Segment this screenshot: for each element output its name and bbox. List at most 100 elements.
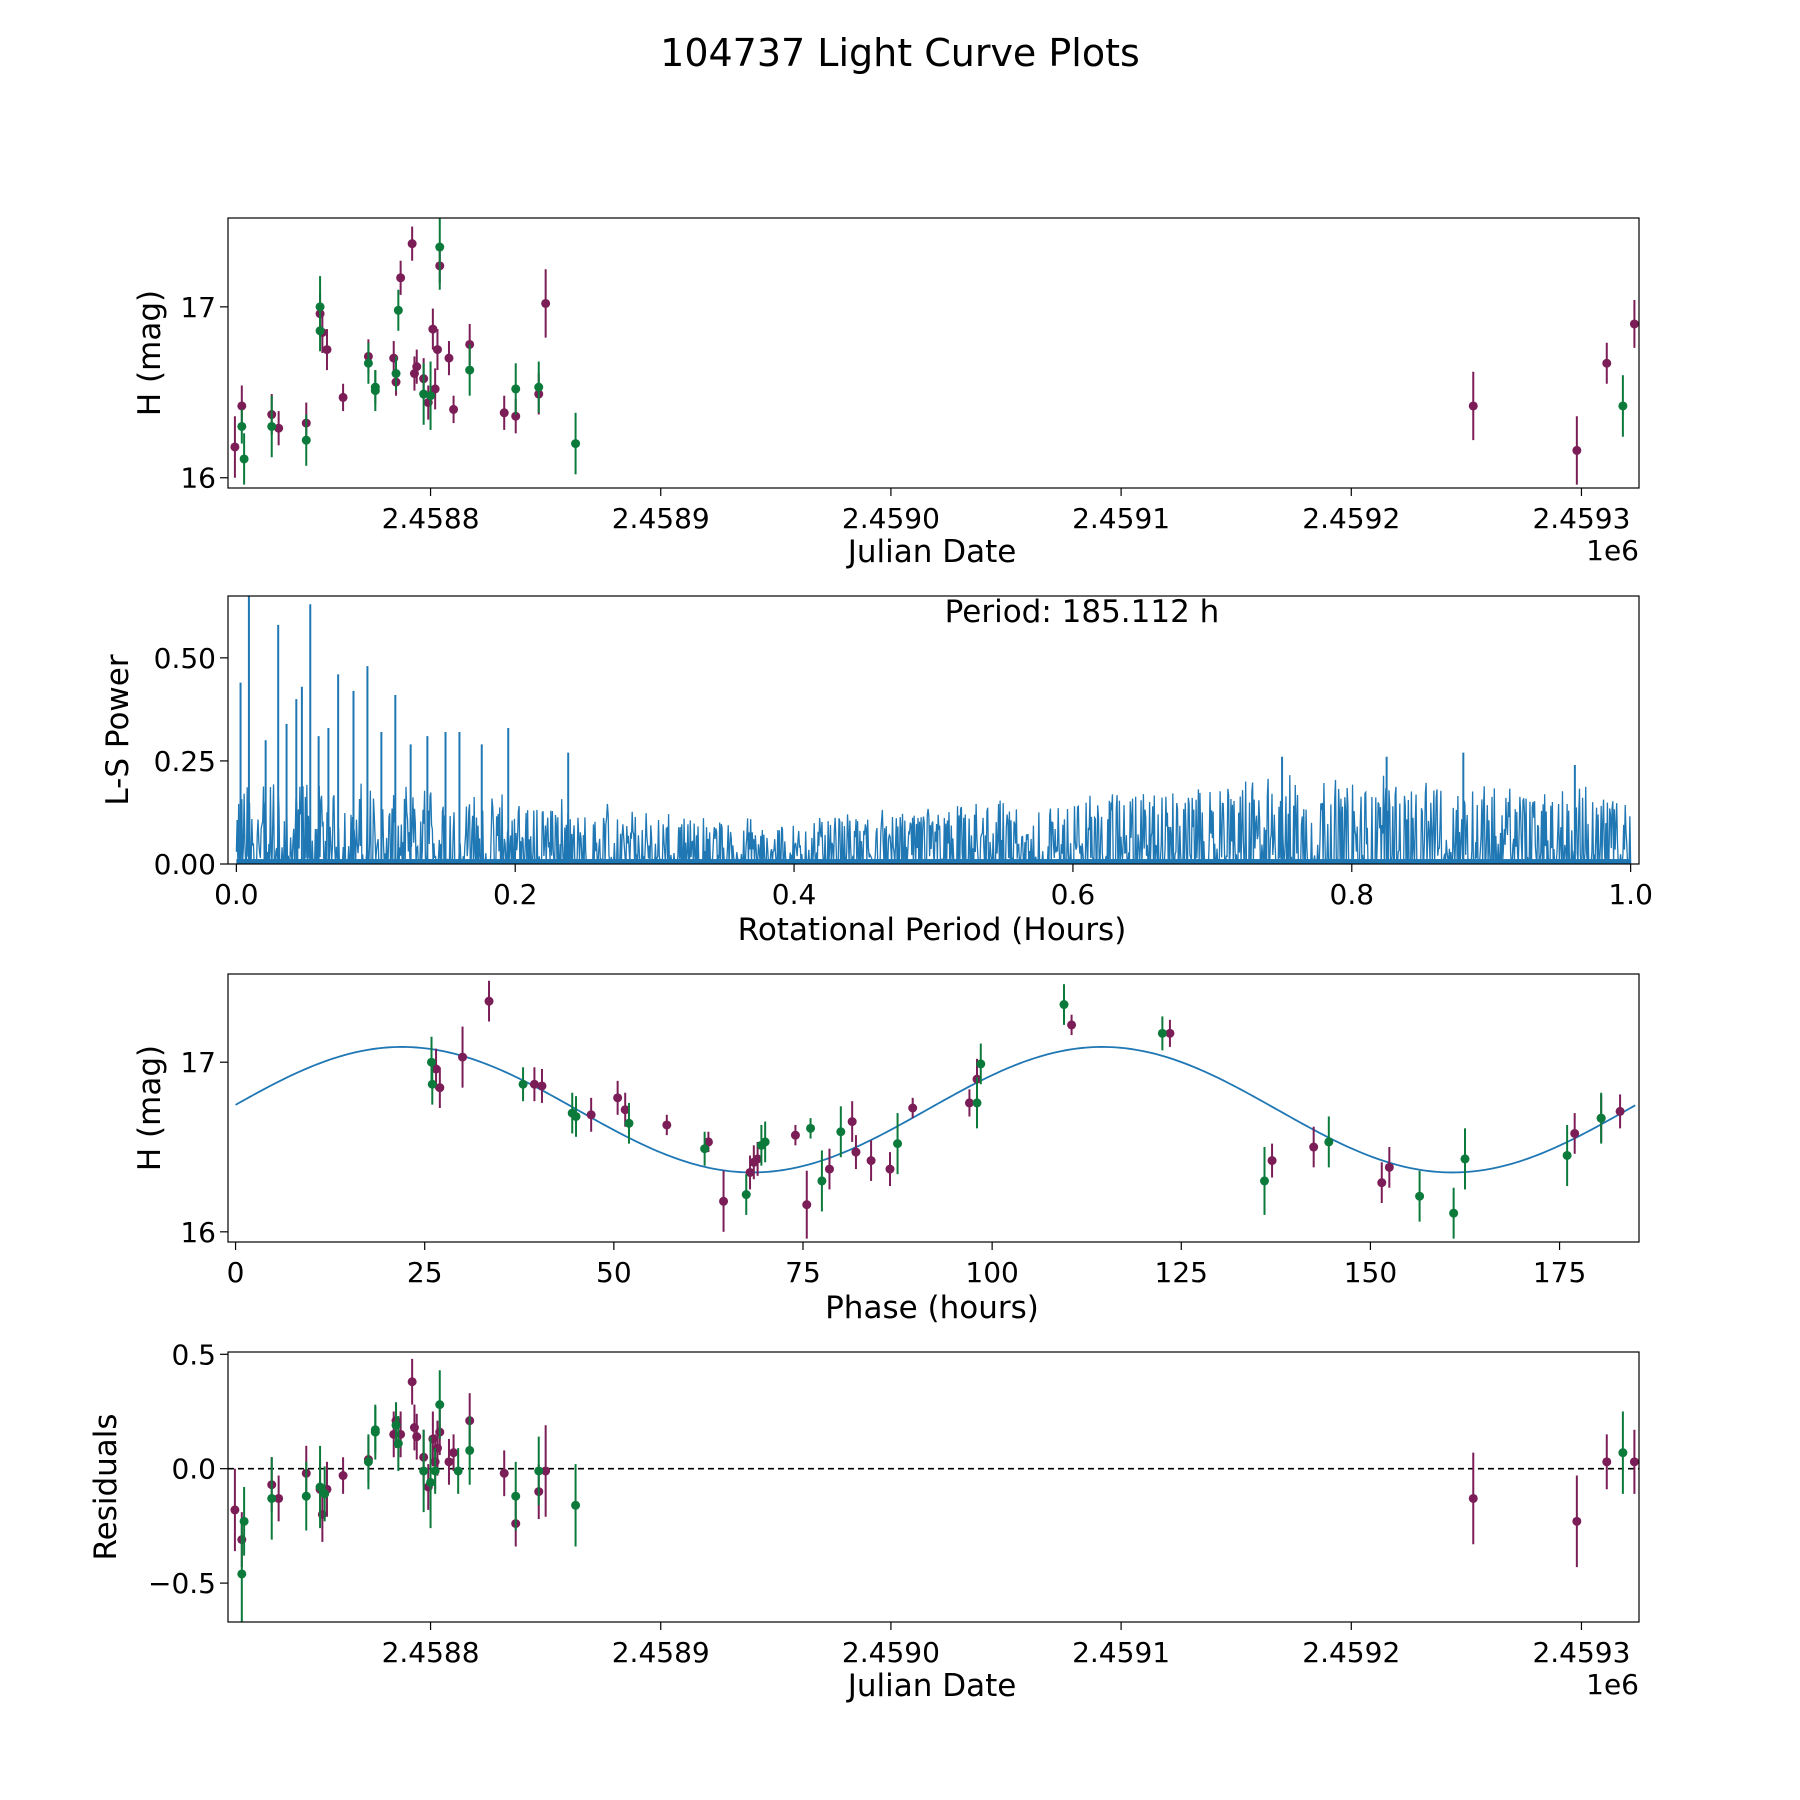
lightcurve-point-purple — [322, 345, 332, 355]
phased-xtick-label: 175 — [1533, 1256, 1586, 1289]
phased-point-purple — [435, 1083, 445, 1093]
phased-xtick-label: 100 — [965, 1256, 1018, 1289]
phased-point-purple — [908, 1103, 918, 1113]
residuals-point-purple — [412, 1432, 422, 1442]
lightcurve-marks — [230, 218, 1639, 485]
residuals-point-purple — [499, 1468, 509, 1478]
phased-point-green — [624, 1118, 634, 1128]
phased-point-green — [1059, 1000, 1069, 1010]
phased-point-green — [817, 1176, 827, 1186]
phased-point-purple — [866, 1156, 876, 1166]
phased-point-green — [1157, 1028, 1167, 1038]
phased-point-purple — [964, 1098, 974, 1108]
phased-point-green — [1415, 1191, 1425, 1201]
lightcurve-xtick-label: 2.4593 — [1532, 502, 1630, 535]
lightcurve-point-purple — [230, 442, 240, 452]
lightcurve-point-green — [426, 391, 436, 401]
lightcurve-xtick-label: 2.4591 — [1072, 502, 1170, 535]
lightcurve-point-purple — [1602, 358, 1612, 368]
lightcurve-point-purple — [449, 404, 459, 414]
lightcurve-point-purple — [1572, 445, 1582, 455]
phased-point-purple — [586, 1110, 596, 1120]
residuals-xtick-label: 2.4590 — [842, 1636, 940, 1669]
residuals-point-purple — [338, 1471, 348, 1481]
phased-point-purple — [484, 996, 494, 1006]
phased-point-purple — [1377, 1178, 1387, 1188]
lightcurve-point-green — [534, 382, 544, 392]
residuals-point-green — [237, 1569, 247, 1579]
phased-point-purple — [1067, 1020, 1077, 1030]
lightcurve-point-purple — [499, 408, 509, 418]
phased-point-green — [1562, 1150, 1572, 1160]
periodogram-marks — [235, 596, 1632, 864]
residuals-point-green — [571, 1500, 581, 1510]
lightcurve-point-green — [301, 435, 311, 445]
residuals-point-purple — [1468, 1493, 1478, 1503]
residuals-axes-frame — [227, 1351, 1640, 1623]
phased-point-purple — [719, 1196, 729, 1206]
phased-point-purple — [847, 1117, 857, 1127]
lightcurve-point-green — [363, 358, 373, 368]
residuals-point-green — [435, 1400, 445, 1410]
lightcurve-point-purple — [338, 392, 348, 402]
figure-title: 104737 Light Curve Plots — [660, 31, 1140, 75]
residuals-ylabel: Residuals — [88, 1413, 124, 1560]
phased-point-purple — [753, 1154, 763, 1164]
phased-point-purple — [824, 1164, 834, 1174]
residuals-xtick-label: 2.4593 — [1532, 1636, 1630, 1669]
phased-xtick-label: 25 — [407, 1256, 443, 1289]
residuals-xtick-label: 2.4592 — [1302, 1636, 1400, 1669]
phased-point-purple — [1615, 1106, 1625, 1116]
phased-ytick-label: 17 — [180, 1046, 216, 1079]
residuals-xtick-label: 2.4588 — [382, 1636, 480, 1669]
residuals-point-purple — [274, 1493, 284, 1503]
residuals-point-purple — [1572, 1516, 1582, 1526]
periodogram-xtick-label: 0.4 — [772, 878, 817, 911]
lightcurve-ticks: 2.4588 2.4589 2.4590 2.4591 2.4592 2.4593 16 17 — [180, 291, 1630, 535]
lightcurve-point-purple — [430, 384, 440, 394]
phased-point-green — [1449, 1208, 1459, 1218]
phased-xlabel: Phase (hours) — [825, 1290, 1039, 1326]
lightcurve-point-purple — [407, 239, 417, 249]
phased-xtick-label: 75 — [785, 1256, 821, 1289]
phased-point-green — [1596, 1113, 1606, 1123]
residuals-plot-area — [228, 1358, 1639, 1622]
phased-point-green — [806, 1123, 816, 1133]
periodogram-plot-area — [235, 596, 1632, 864]
lightcurve-point-green — [237, 421, 247, 431]
residuals-point-green — [315, 1482, 325, 1492]
residuals-ytick-label: 0.5 — [171, 1338, 216, 1371]
phased-point-purple — [885, 1164, 895, 1174]
phased-point-purple — [745, 1167, 755, 1177]
period-annotation: Period: 185.112 h — [945, 594, 1220, 630]
phased-point-green — [427, 1057, 437, 1067]
phased-point-green — [427, 1079, 437, 1089]
lightcurve-point-purple — [237, 401, 247, 411]
residuals-point-green — [239, 1516, 249, 1526]
residuals-panel: 2.4588 2.4589 2.4590 2.4591 2.4592 2.4593 −0.5… — [88, 1338, 1640, 1704]
periodogram-xtick-label: 0.8 — [1330, 878, 1375, 911]
residuals-ytick-label: 0.0 — [171, 1453, 216, 1486]
lightcurve-point-purple — [541, 298, 551, 308]
phased-point-purple — [802, 1200, 812, 1210]
lightcurve-point-green — [393, 305, 403, 315]
lightcurve-point-purple — [412, 362, 422, 372]
lightcurve-point-green — [1618, 401, 1628, 411]
residuals-point-purple — [230, 1505, 240, 1515]
lightcurve-panel: 2.4588 2.4589 2.4590 2.4591 2.4592 2.4593 16 17… — [132, 217, 1640, 570]
residuals-point-green — [301, 1491, 311, 1501]
periodogram-ticks: 0.0 0.2 0.4 0.6 0.8 1.0 0.00 0.25 0.50 — [154, 642, 1653, 911]
model-fit-curve — [235, 1046, 1636, 1174]
lightcurve-ylabel: H (mag) — [132, 290, 168, 416]
periodogram-ylabel: L-S Power — [100, 654, 136, 805]
lightcurve-point-green — [315, 302, 325, 312]
lightcurve-point-purple — [274, 423, 284, 433]
periodogram-xtick-label: 0.2 — [493, 878, 538, 911]
phased-point-purple — [790, 1130, 800, 1140]
residuals-point-green — [1618, 1448, 1628, 1458]
lightcurve-point-purple — [432, 345, 442, 355]
residuals-xlabel: Julian Date — [846, 1668, 1017, 1704]
phased-xtick-label: 150 — [1344, 1256, 1397, 1289]
lightcurve-point-green — [267, 421, 277, 431]
